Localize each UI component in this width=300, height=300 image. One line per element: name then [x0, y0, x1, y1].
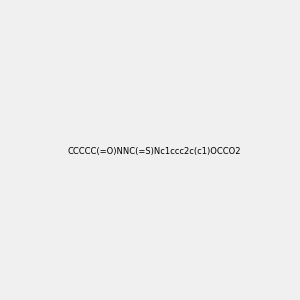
Text: CCCCC(=O)NNC(=S)Nc1ccc2c(c1)OCCO2: CCCCC(=O)NNC(=S)Nc1ccc2c(c1)OCCO2	[67, 147, 241, 156]
